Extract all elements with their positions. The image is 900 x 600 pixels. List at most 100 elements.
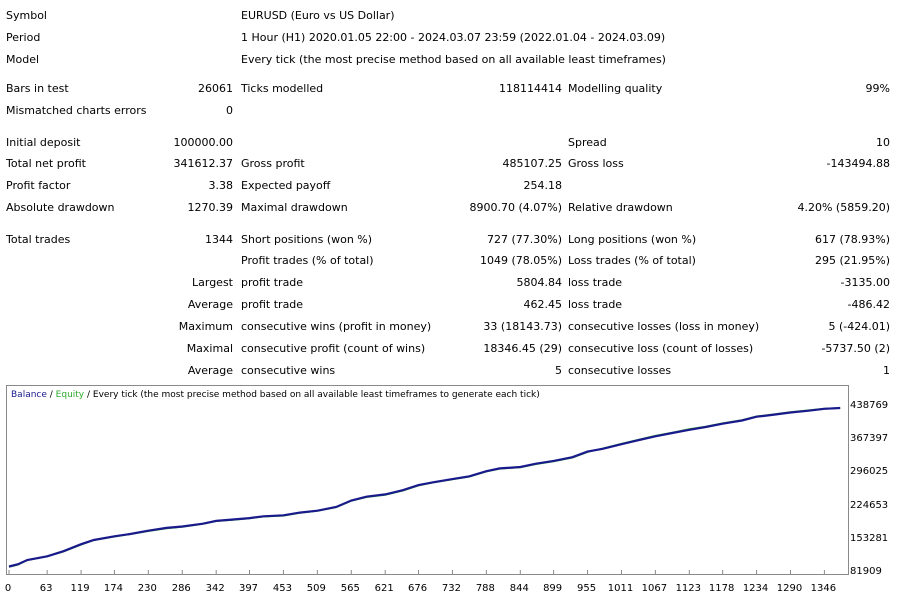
- avg-wins-value: 5: [555, 364, 562, 377]
- average-loss-value: -486.42: [847, 298, 890, 311]
- maxdd-value: 8900.70 (4.07%): [469, 201, 562, 214]
- x-tick-label: 788: [475, 583, 495, 594]
- legend-equity: Equity: [55, 390, 85, 400]
- largest-label: Largest: [192, 276, 233, 289]
- symbol-label: Symbol: [6, 9, 47, 22]
- y-tick-label: 81909: [850, 566, 882, 577]
- maximal-loss-value: -5737.50 (2): [821, 342, 890, 355]
- largest-profit-label: profit trade: [241, 276, 304, 289]
- ticks-value: 118114414: [499, 82, 562, 95]
- chart-legend: Balance / Equity / Every tick (the most …: [11, 389, 540, 401]
- trades-value: 1344: [205, 233, 233, 246]
- absdd-value: 1270.39: [187, 201, 234, 214]
- largest-loss-label: loss trade: [568, 276, 623, 289]
- ltrades-value: 295 (21.95%): [814, 254, 890, 267]
- absdd-label: Absolute drawdown: [6, 201, 115, 214]
- maximal-profit-label: consecutive profit (count of wins): [241, 342, 426, 355]
- ticks-label: Ticks modelled: [241, 82, 324, 95]
- mismatch-label: Mismatched charts errors: [6, 104, 147, 117]
- pf-label: Profit factor: [6, 179, 71, 192]
- x-tick-label: 63: [39, 583, 53, 594]
- maximal-profit-value: 18346.45 (29): [483, 342, 562, 355]
- x-tick-label: 453: [272, 583, 292, 594]
- spread-value: 10: [876, 136, 890, 149]
- ptrades-value: 1049 (78.05%): [479, 254, 562, 267]
- grossloss-label: Gross loss: [568, 157, 624, 170]
- x-tick-label: 732: [441, 583, 461, 594]
- maxdd-label: Maximal drawdown: [241, 201, 348, 214]
- netprofit-value: 341612.37: [173, 157, 234, 170]
- pf-value: 3.38: [208, 179, 234, 192]
- average-label: Average: [187, 298, 233, 311]
- x-tick-label: 1234: [742, 583, 769, 594]
- y-tick-label: 438769: [850, 400, 889, 411]
- reldd-value: 4.20% (5859.20): [797, 201, 890, 214]
- payoff-value: 254.18: [523, 179, 563, 192]
- max-wins-value: 33 (18143.73): [483, 320, 562, 333]
- x-tick-label: 899: [543, 583, 563, 594]
- x-tick-label: 286: [171, 583, 191, 594]
- balance-chart: [6, 385, 849, 575]
- grossloss-value: -143494.88: [826, 157, 890, 170]
- average-profit-label: profit trade: [241, 298, 304, 311]
- average-profit-value: 462.45: [523, 298, 563, 311]
- long-label: Long positions (won %): [568, 233, 697, 246]
- legend-balance: Balance: [11, 390, 47, 400]
- max-losses-value: 5 (-424.01): [828, 320, 890, 333]
- y-tick-label: 367397: [850, 433, 889, 445]
- deposit-value: 100000.00: [173, 136, 234, 149]
- trades-label: Total trades: [6, 233, 71, 246]
- model-label: Model: [6, 53, 40, 66]
- x-tick-label: 174: [103, 583, 123, 594]
- period-value: 1 Hour (H1) 2020.01.05 22:00 - 2024.03.0…: [241, 31, 666, 44]
- spread-label: Spread: [568, 136, 607, 149]
- x-tick-label: 676: [407, 583, 428, 594]
- symbol-value: EURUSD (Euro vs US Dollar): [241, 9, 395, 22]
- ltrades-label: Loss trades (% of total): [568, 254, 696, 267]
- x-tick-label: 1123: [675, 583, 702, 594]
- short-label: Short positions (won %): [241, 233, 373, 246]
- quality-value: 99%: [865, 82, 890, 95]
- model-value: Every tick (the most precise method base…: [241, 53, 666, 66]
- x-tick-label: 955: [576, 583, 597, 594]
- long-value: 617 (78.93%): [814, 233, 890, 246]
- x-tick-label: 230: [137, 583, 157, 594]
- x-tick-label: 565: [340, 583, 360, 594]
- chart-plot: [8, 406, 841, 574]
- largest-profit-value: 5804.84: [516, 276, 563, 289]
- quality-label: Modelling quality: [568, 82, 663, 95]
- short-value: 727 (77.30%): [486, 233, 562, 246]
- maximal-label: Maximal: [186, 342, 233, 355]
- reldd-label: Relative drawdown: [568, 201, 673, 214]
- grossprofit-value: 485107.25: [502, 157, 563, 170]
- legend-mode: Every tick (the most precise method base…: [92, 390, 540, 400]
- y-tick-label: 224653: [850, 499, 889, 511]
- x-tick-label: 621: [374, 583, 394, 594]
- payoff-label: Expected payoff: [241, 179, 331, 192]
- max-wins-label: consecutive wins (profit in money): [241, 320, 432, 333]
- x-tick-label: 509: [306, 583, 326, 594]
- x-tick-label: 119: [70, 583, 90, 594]
- x-tick-label: 1011: [607, 583, 634, 594]
- equity-line: [8, 407, 841, 568]
- x-tick-label: 1067: [641, 583, 668, 594]
- largest-loss-value: -3135.00: [840, 276, 890, 289]
- grossprofit-label: Gross profit: [241, 157, 305, 170]
- avg-losses-value: 1: [883, 364, 890, 377]
- x-tick-label: 844: [509, 583, 529, 594]
- x-tick-label: 342: [205, 583, 225, 594]
- avgcons-label: Average: [187, 364, 233, 377]
- maximal-loss-label: consecutive loss (count of losses): [568, 342, 754, 355]
- mismatch-value: 0: [226, 104, 233, 117]
- y-tick-label: 296025: [850, 466, 889, 478]
- bars-value: 26061: [198, 82, 233, 95]
- x-tick-label: 1346: [810, 583, 837, 594]
- deposit-label: Initial deposit: [6, 136, 81, 149]
- x-tick-label: 397: [238, 583, 259, 594]
- balance-line: [8, 406, 841, 568]
- average-loss-label: loss trade: [568, 298, 623, 311]
- legend-separator: /: [46, 390, 56, 400]
- y-tick-label: 153281: [850, 532, 889, 544]
- netprofit-label: Total net profit: [6, 157, 86, 170]
- x-tick-label: 0: [4, 583, 12, 594]
